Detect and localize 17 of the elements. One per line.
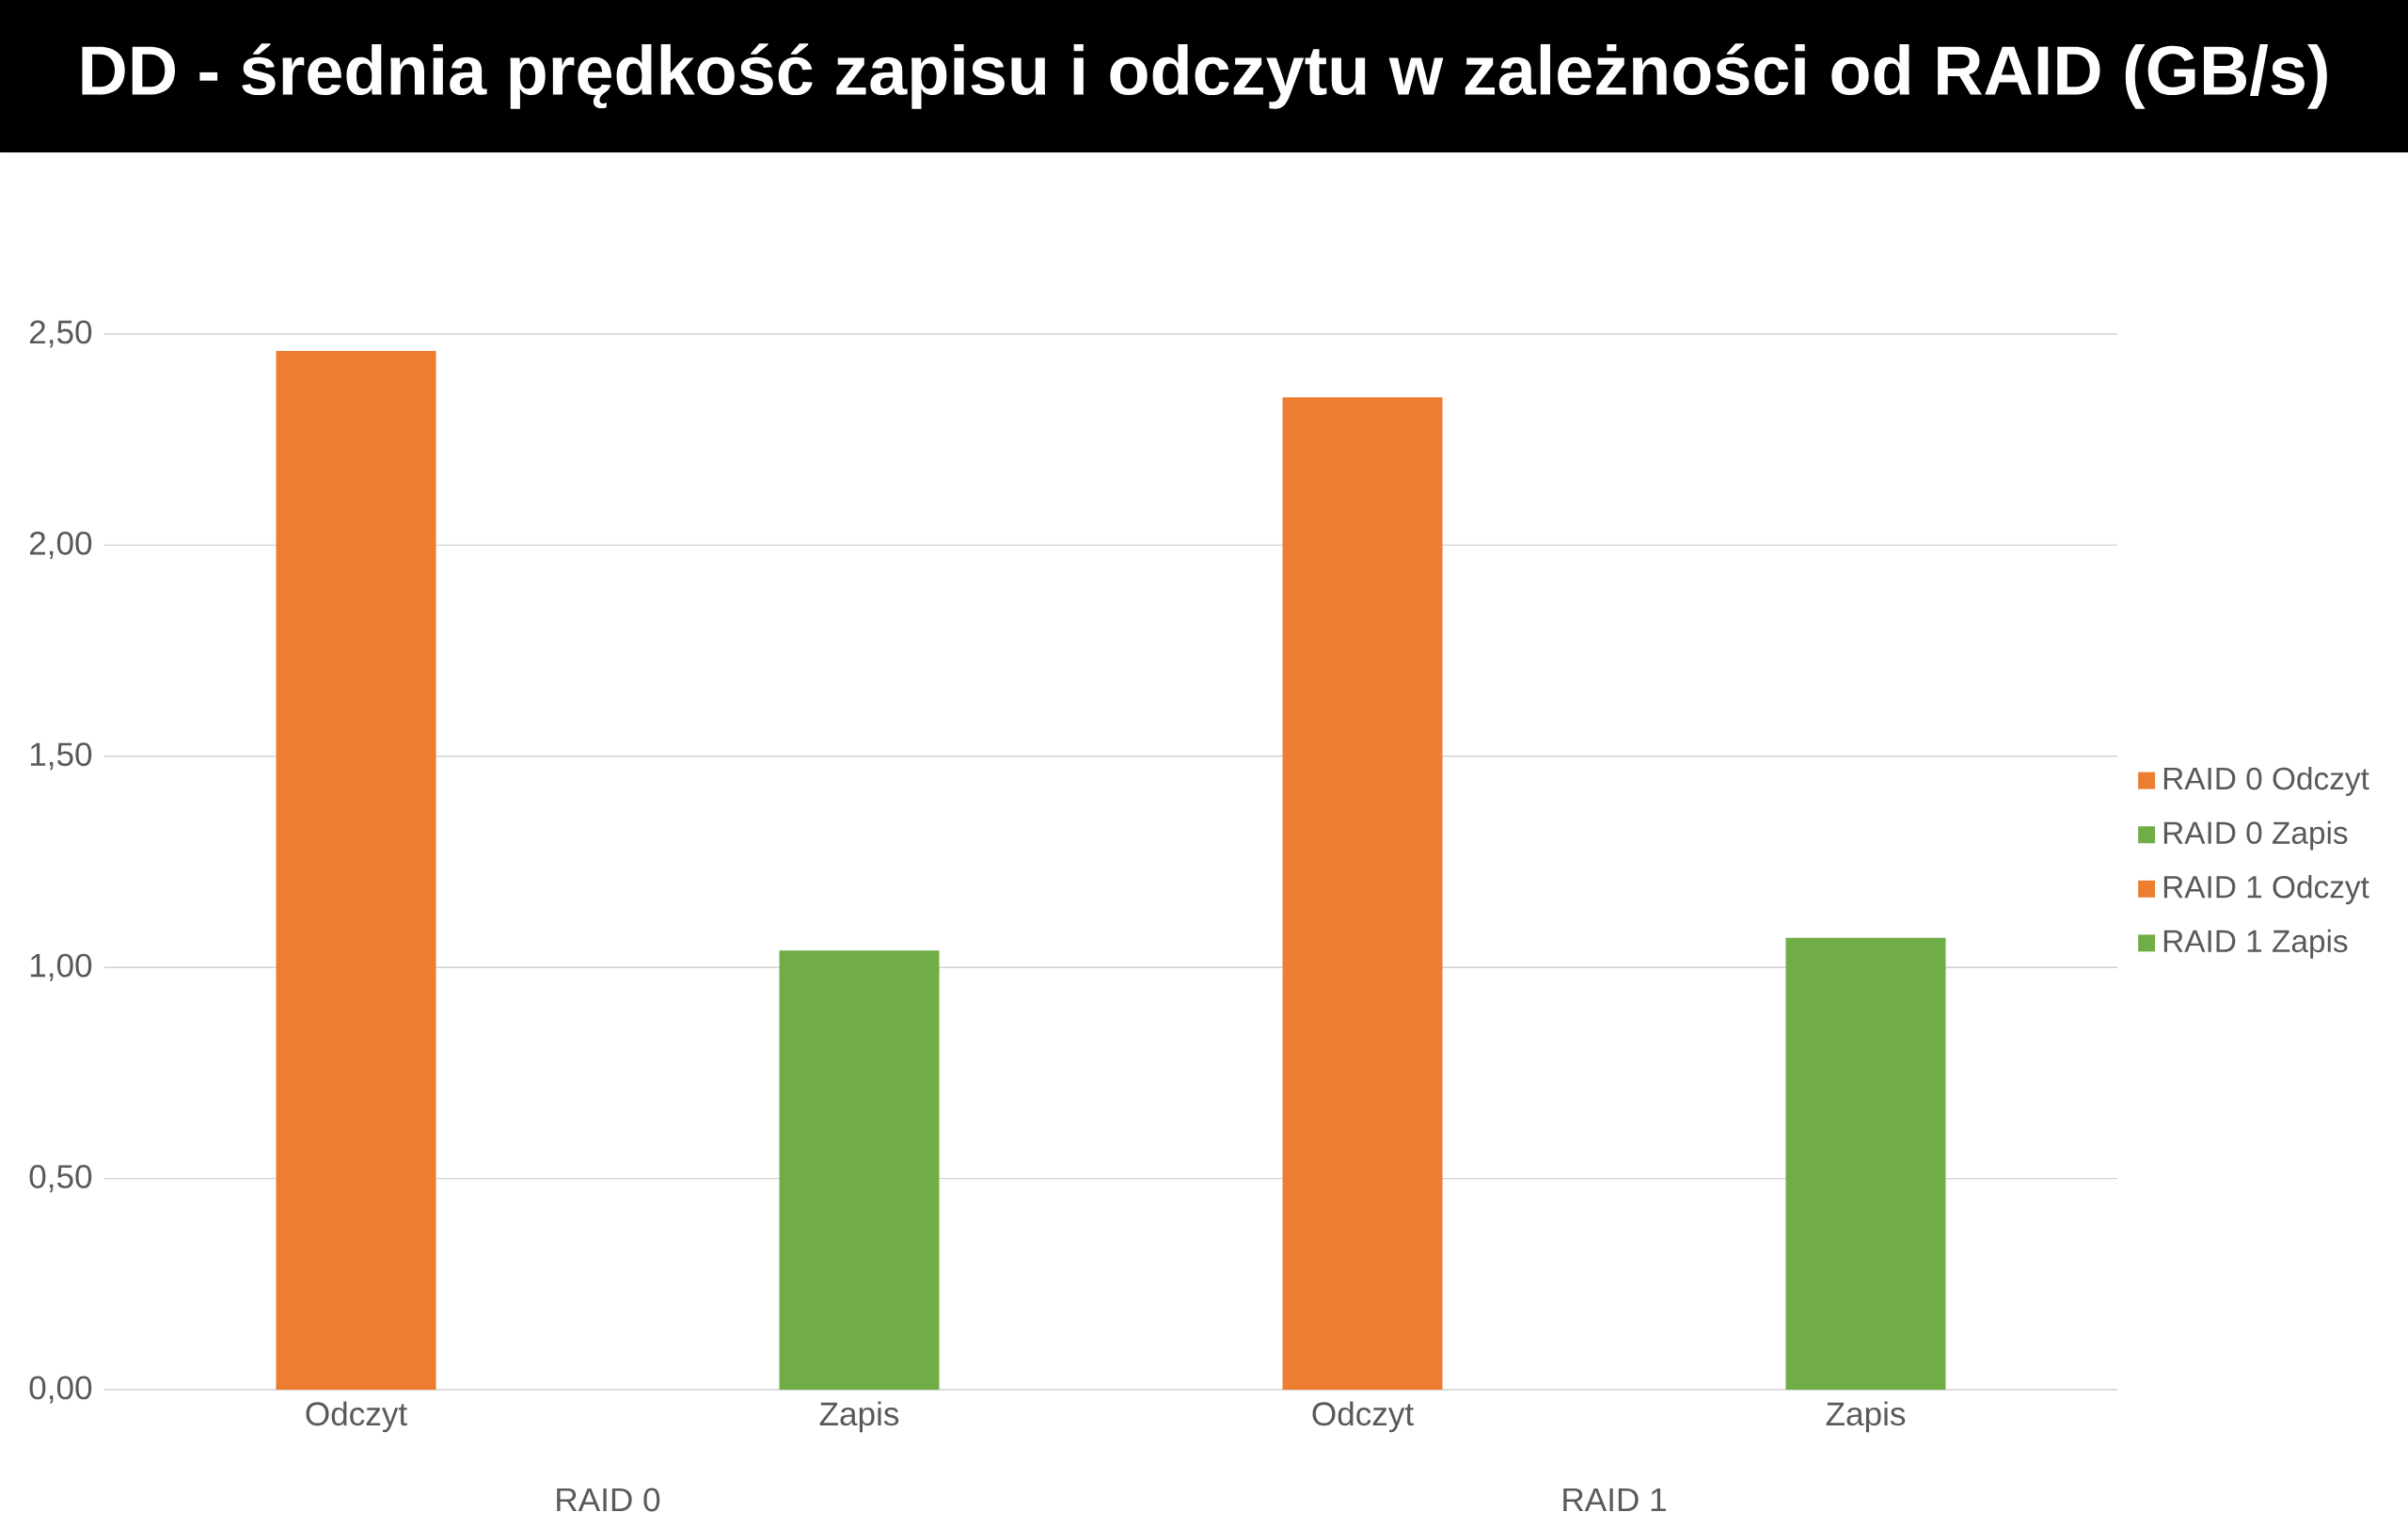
y-tick-label: 0,50 [29,1165,92,1193]
y-tick-label: 1,00 [30,953,92,981]
text: RAID 1 [1563,1488,1666,1512]
x-tick-label: Odczyt [1312,1401,1414,1433]
y-tick-label: 0,00 [29,1376,92,1404]
legend-label: RAID 1 Zapis [2163,929,2348,959]
x-tick-label: Zapis [1826,1401,1906,1433]
legend-label: RAID 1 Odczyt [2163,875,2369,905]
x-tick-label: Odczyt [306,1401,407,1433]
chart-title: DD - średnia prędkość zapisu i odczytu w zależności od RAID (GB/s) [82,43,2327,109]
y-tick-label: 2,00 [29,531,92,559]
legend-label: RAID 0 Odczyt [2163,766,2369,797]
legend-label: RAID 0 Zapis [2163,820,2348,851]
y-tick-label: 1,50 [30,742,92,771]
y-tick-label: 2,50 [29,320,92,348]
x-tick-label: Zapis [819,1401,899,1433]
text: RAID 0 [557,1488,660,1512]
